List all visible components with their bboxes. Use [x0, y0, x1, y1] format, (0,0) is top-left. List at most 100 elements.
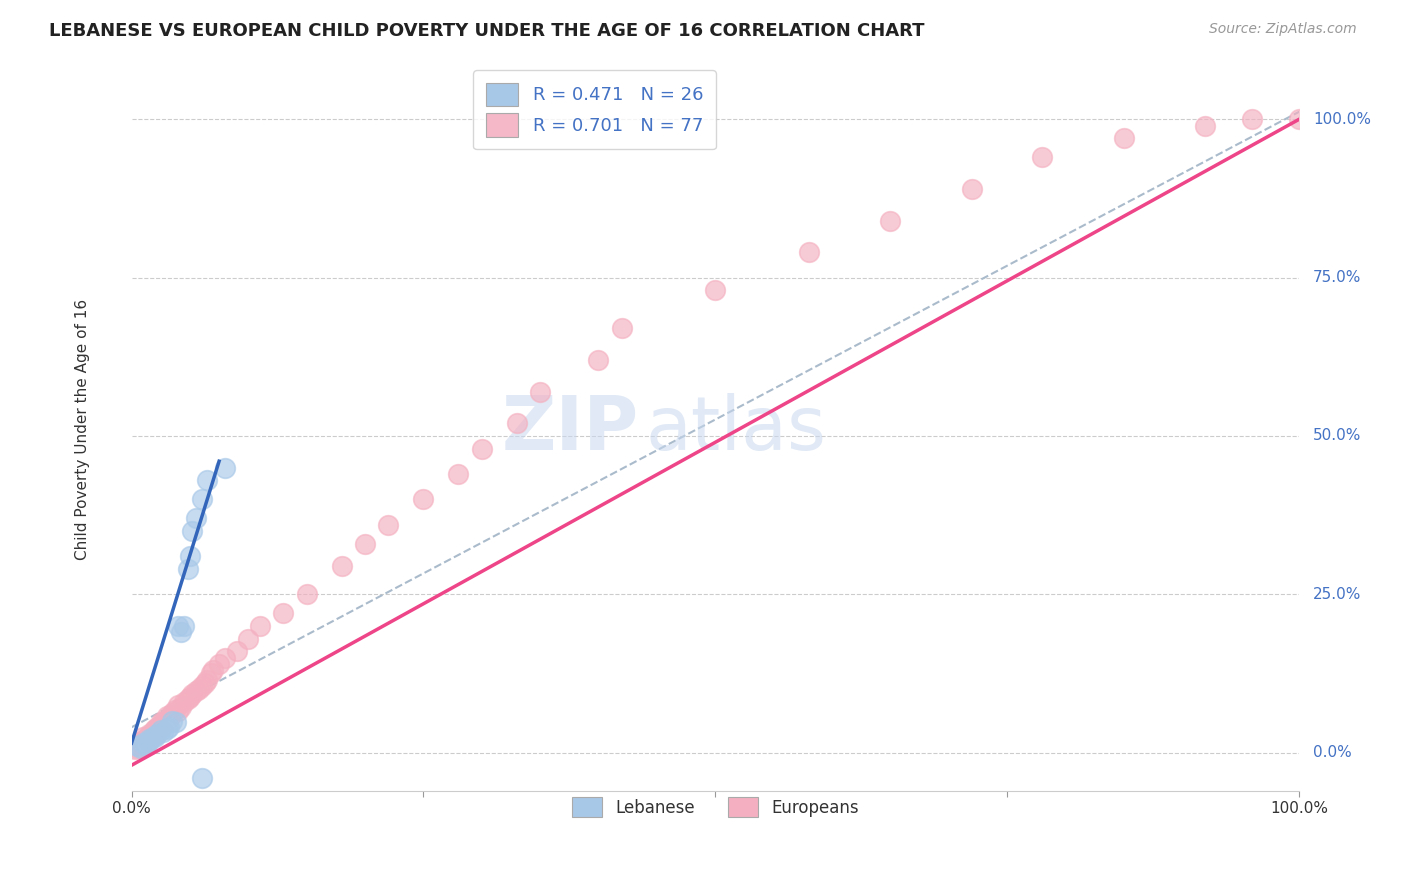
Point	[135, 738, 157, 752]
Point	[179, 549, 201, 564]
Point	[160, 707, 183, 722]
Point	[214, 650, 236, 665]
Point	[143, 730, 166, 744]
Point	[238, 632, 260, 646]
Point	[152, 715, 174, 730]
Point	[148, 719, 170, 733]
Point	[141, 725, 163, 739]
Point	[132, 730, 155, 744]
Text: 0.0%: 0.0%	[1313, 745, 1351, 760]
Point	[295, 587, 318, 601]
Point	[139, 728, 162, 742]
Point	[249, 619, 271, 633]
Point	[157, 720, 180, 734]
Point	[162, 714, 184, 728]
Point	[141, 730, 163, 744]
Point	[149, 715, 172, 730]
Point	[184, 511, 207, 525]
Point	[190, 771, 212, 785]
Point	[148, 722, 170, 736]
Point	[377, 517, 399, 532]
Point	[138, 734, 160, 748]
Text: LEBANESE VS EUROPEAN CHILD POVERTY UNDER THE AGE OF 16 CORRELATION CHART: LEBANESE VS EUROPEAN CHILD POVERTY UNDER…	[49, 22, 925, 40]
Point	[138, 726, 160, 740]
Point	[145, 723, 167, 738]
Text: Child Poverty Under the Age of 16: Child Poverty Under the Age of 16	[75, 299, 90, 560]
Point	[184, 683, 207, 698]
Point	[153, 714, 176, 728]
Point	[162, 706, 184, 721]
Point	[354, 536, 377, 550]
Point	[1241, 112, 1264, 127]
Point	[143, 722, 166, 736]
Point	[128, 739, 150, 754]
Point	[149, 723, 172, 738]
Text: 100.0%: 100.0%	[1313, 112, 1371, 127]
Point	[208, 657, 231, 671]
Point	[1288, 112, 1310, 127]
Point	[131, 736, 153, 750]
Point	[142, 723, 165, 738]
Point	[214, 460, 236, 475]
Point	[127, 740, 149, 755]
Point	[136, 730, 159, 744]
Point	[529, 384, 551, 399]
Point	[200, 666, 222, 681]
Text: 75.0%: 75.0%	[1313, 270, 1361, 285]
Point	[176, 562, 198, 576]
Point	[135, 736, 157, 750]
Point	[132, 739, 155, 754]
Point	[149, 720, 172, 734]
Point	[167, 619, 190, 633]
Point	[588, 352, 610, 367]
Point	[141, 730, 163, 744]
Point	[960, 182, 983, 196]
Point	[1031, 150, 1053, 164]
Point	[179, 690, 201, 704]
Text: atlas: atlas	[645, 393, 827, 466]
Point	[225, 644, 247, 658]
Text: 25.0%: 25.0%	[1313, 587, 1361, 602]
Point	[155, 709, 177, 723]
Point	[165, 715, 187, 730]
Point	[132, 734, 155, 748]
Legend: Lebanese, Europeans: Lebanese, Europeans	[564, 789, 868, 826]
Point	[146, 720, 169, 734]
Point	[127, 739, 149, 754]
Point	[155, 722, 177, 736]
Point	[176, 691, 198, 706]
Point	[797, 245, 820, 260]
Point	[610, 321, 633, 335]
Point	[135, 733, 157, 747]
Point	[128, 739, 150, 754]
Point	[190, 492, 212, 507]
Point	[879, 213, 901, 227]
Point	[271, 606, 294, 620]
Point	[129, 734, 152, 748]
Point	[138, 734, 160, 748]
Point	[506, 416, 529, 430]
Point	[169, 700, 191, 714]
Point	[157, 711, 180, 725]
Point	[167, 698, 190, 712]
Point	[188, 682, 211, 697]
Point	[169, 625, 191, 640]
Point	[152, 725, 174, 739]
Point	[202, 663, 225, 677]
Point	[704, 283, 727, 297]
Point	[197, 673, 219, 687]
Point	[129, 738, 152, 752]
Point	[173, 695, 195, 709]
Point	[471, 442, 494, 456]
Point	[146, 726, 169, 740]
Point	[155, 715, 177, 730]
Point	[167, 705, 190, 719]
Point	[132, 736, 155, 750]
Text: 50.0%: 50.0%	[1313, 428, 1361, 443]
Point	[135, 731, 157, 746]
Point	[412, 492, 434, 507]
Point	[194, 676, 217, 690]
Point	[197, 473, 219, 487]
Point	[143, 728, 166, 742]
Point	[163, 702, 186, 716]
